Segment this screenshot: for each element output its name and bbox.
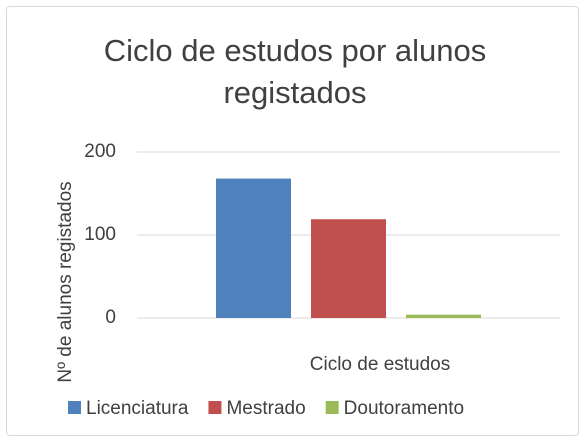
legend-label: Doutoramento (344, 398, 464, 419)
legend-swatch (208, 401, 222, 414)
chart-border (6, 6, 579, 436)
y-tick-label: 0 (105, 307, 116, 328)
y-tick-label: 100 (84, 224, 116, 245)
chart-title: Ciclo de estudos por alunos registados (103, 33, 487, 110)
bar (311, 219, 386, 318)
legend-swatch (325, 401, 339, 414)
x-axis-label: Ciclo de estudos (310, 354, 450, 375)
legend-label: Licenciatura (86, 398, 189, 419)
bar (216, 178, 291, 318)
y-tick-label: 200 (84, 141, 116, 162)
legend-swatch (68, 401, 81, 414)
legend-label: Mestrado (226, 398, 305, 419)
bar (406, 314, 481, 318)
y-axis-label: Nº de alunos registados (55, 181, 76, 382)
